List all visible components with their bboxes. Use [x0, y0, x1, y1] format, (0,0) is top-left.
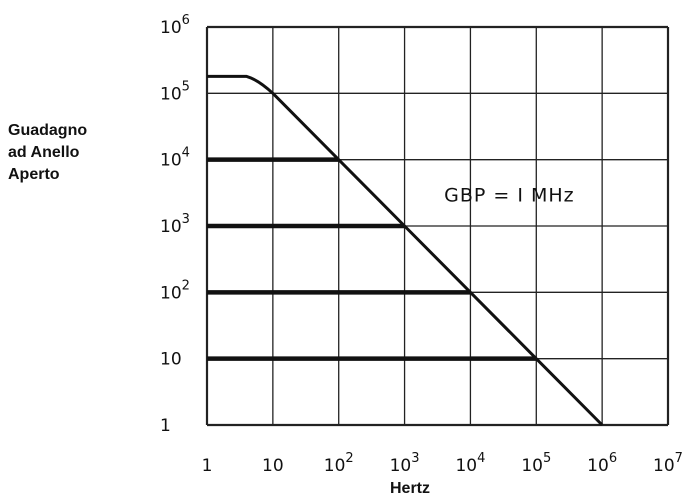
y-tick-label: 10 — [160, 350, 182, 370]
y-tick-label: 106 — [160, 13, 190, 38]
open-loop-gain-curve — [207, 74, 604, 427]
x-tick-label: 1 — [202, 456, 213, 476]
y-tick-label: 1 — [160, 416, 171, 436]
x-tick-labels: 1 10 102 103 104 105 106 107 — [202, 451, 683, 476]
x-tick-label: 10 — [262, 456, 284, 476]
x-tick-label: 102 — [324, 451, 354, 476]
series — [207, 74, 604, 427]
x-tick-label: 103 — [390, 451, 420, 476]
y-tick-label: 104 — [160, 146, 190, 171]
x-axis-label: Hertz — [389, 480, 430, 497]
y-axis-label-line-2: ad Anello — [8, 144, 80, 161]
y-tick-label: 103 — [160, 212, 190, 237]
y-tick-label: 105 — [160, 79, 190, 104]
x-tick-label: 104 — [455, 451, 485, 476]
gbp-annotation: GBP = I MHz — [444, 184, 575, 206]
y-axis-label-line-3: Aperto — [8, 166, 60, 183]
x-tick-label: 106 — [587, 451, 617, 476]
y-axis-label-line-1: Guadagno — [8, 122, 88, 139]
x-tick-label: 107 — [653, 451, 683, 476]
y-tick-labels: 1 10 102 103 104 105 106 — [160, 13, 190, 436]
y-tick-label: 102 — [160, 278, 190, 303]
x-tick-label: 105 — [521, 451, 551, 476]
y-axis-label: Guadagno ad Anello Aperto — [8, 120, 138, 186]
